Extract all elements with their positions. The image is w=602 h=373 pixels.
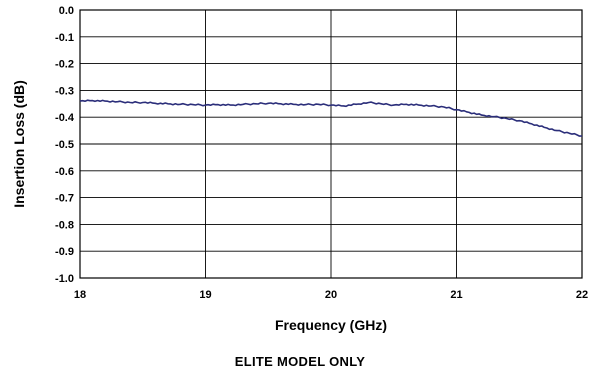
x-tick-label: 22 [576,289,588,301]
y-axis-title: Insertion Loss (dB) [11,80,27,208]
y-tick-label: -0.7 [55,193,74,205]
y-tick-label: -0.2 [55,59,74,71]
y-tick-label: -0.4 [55,112,75,124]
y-tick-label: -0.8 [55,219,74,231]
x-tick-label: 20 [325,289,337,301]
x-tick-label: 18 [74,289,86,301]
y-tick-label: -0.3 [55,85,74,97]
y-tick-label: -0.5 [55,139,74,151]
x-tick-label: 19 [199,289,211,301]
footnote-elite-model-only: ELITE MODEL ONLY [235,354,366,369]
x-tick-labels: 18 19 20 21 22 [74,289,588,301]
grid-lines [79,9,583,279]
y-tick-label: -1.0 [55,273,74,285]
y-tick-label: 0.0 [59,5,74,17]
y-tick-label: -0.1 [55,32,74,44]
x-tick-label: 21 [450,289,462,301]
y-tick-labels: 0.0 -0.1 -0.2 -0.3 -0.4 -0.5 -0.6 -0.7 -0.8 -0.9 -… [55,5,75,285]
insertion-loss-series-line [79,99,583,137]
series-lines [79,99,583,137]
y-tick-label: -0.6 [55,166,74,178]
y-tick-label: -0.9 [55,246,74,258]
plot-area-frame [79,9,583,279]
x-axis-title: Frequency (GHz) [275,317,387,333]
